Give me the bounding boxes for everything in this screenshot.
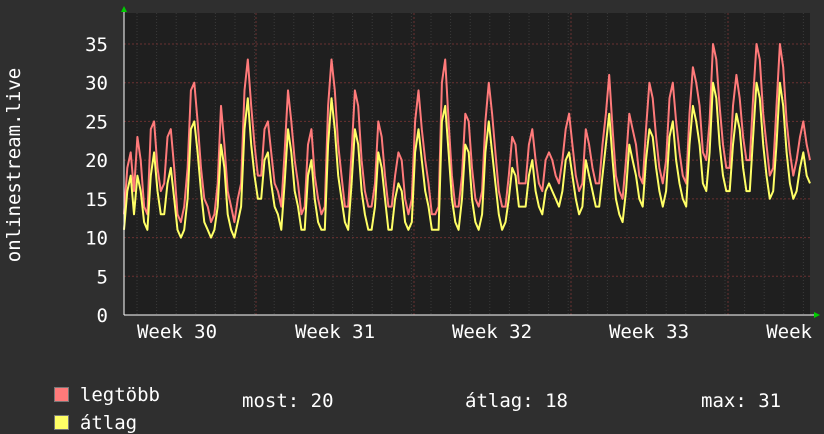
x-tick-labels: Week 30 Week 31 Week 32 Week 33 Week	[137, 321, 813, 343]
x-tick-label: Week 30	[137, 321, 217, 343]
y-tick-labels: 0 5 10 15 20 25 30 35	[85, 34, 108, 327]
grid-lines	[124, 13, 810, 315]
plot-area	[124, 13, 810, 315]
y-tick-label: 10	[85, 228, 108, 250]
x-tick-label: Week 33	[609, 321, 689, 343]
y-axis-arrow	[121, 6, 127, 12]
legend-max-label: legtöbb	[79, 384, 160, 406]
legend-max: legtöbb	[31, 362, 160, 406]
y-tick-label: 35	[85, 34, 108, 56]
stat-now: most: 20	[242, 390, 334, 412]
y-tick-label: 15	[85, 189, 108, 211]
legend-avg-swatch	[53, 415, 69, 430]
y-tick-label: 20	[85, 150, 108, 172]
series-line-1	[123, 81, 811, 239]
axes	[121, 6, 820, 318]
series-line-0	[123, 43, 811, 224]
legend-avg-label: átlag	[79, 412, 138, 434]
legend-max-swatch	[53, 387, 69, 402]
x-tick-label: Week 31	[295, 321, 375, 343]
y-tick-label: 0	[97, 305, 108, 327]
legend-avg: átlag	[31, 390, 137, 434]
series-lines	[123, 43, 811, 239]
stat-avg: átlag: 18	[465, 390, 568, 412]
y-tick-label: 5	[97, 266, 108, 288]
x-tick-label: Week 32	[452, 321, 532, 343]
x-axis-arrow	[814, 312, 820, 318]
x-tick-label: Week	[766, 321, 812, 343]
y-axis-label: onlinestream.live	[3, 68, 25, 262]
y-tick-label: 25	[85, 111, 108, 133]
y-tick-label: 30	[85, 73, 108, 95]
stat-max: max: 31	[701, 390, 782, 412]
